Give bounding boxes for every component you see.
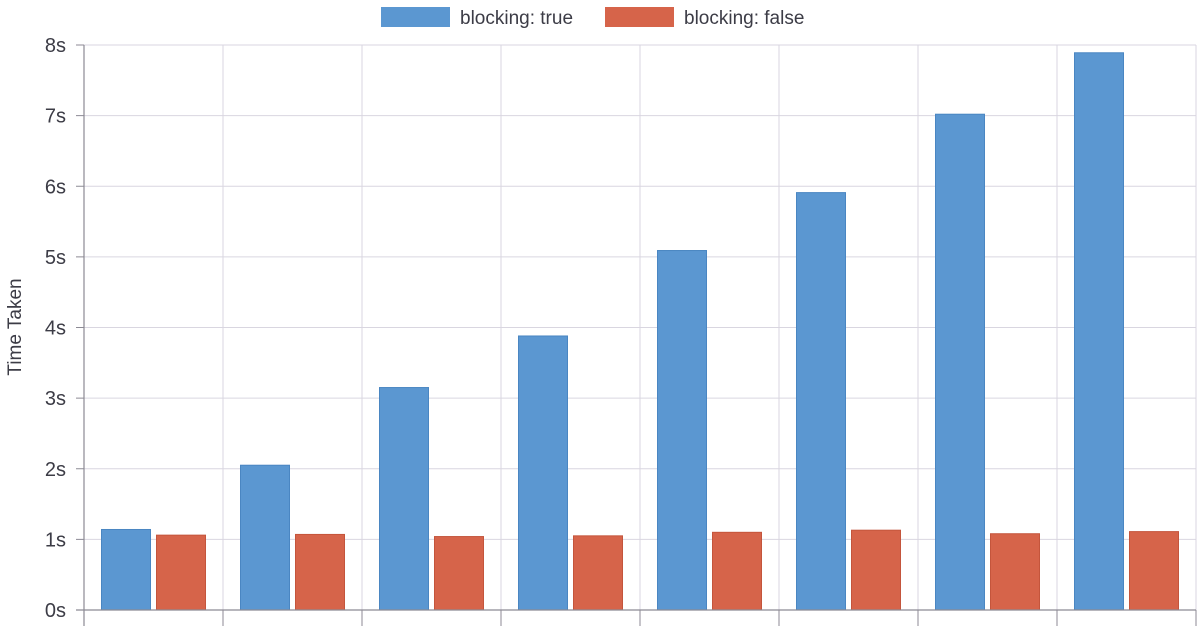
- bar-blocking-false[interactable]: [990, 533, 1040, 611]
- legend-item-blocking-true[interactable]: blocking: true: [381, 7, 573, 29]
- y-tick-label: 1s: [45, 529, 66, 551]
- bar-blocking-false[interactable]: [156, 534, 206, 611]
- bar-blocking-true[interactable]: [1074, 52, 1124, 611]
- grid: [84, 44, 1197, 610]
- legend-item-blocking-false[interactable]: blocking: false: [605, 7, 804, 29]
- axes: [76, 44, 1197, 626]
- legend[interactable]: blocking: true blocking: false: [381, 7, 804, 29]
- bar-blocking-false[interactable]: [712, 531, 762, 611]
- y-tick-label: 7s: [45, 106, 66, 128]
- legend-swatch: [605, 7, 674, 27]
- y-tick-label: 3s: [45, 388, 66, 410]
- y-tick-label: 8s: [45, 35, 66, 57]
- bar-blocking-true[interactable]: [935, 113, 985, 611]
- y-tick-label: 6s: [45, 176, 66, 198]
- y-tick-label: 2s: [45, 459, 66, 481]
- bar-blocking-false[interactable]: [1129, 531, 1179, 611]
- bar-blocking-true[interactable]: [657, 250, 707, 611]
- bar-blocking-false[interactable]: [295, 533, 345, 611]
- bar-blocking-true[interactable]: [796, 192, 846, 611]
- bar-blocking-false[interactable]: [851, 529, 901, 611]
- bar-blocking-false[interactable]: [573, 535, 623, 611]
- bar-blocking-true[interactable]: [101, 528, 151, 611]
- y-axis-title: Time Taken: [5, 278, 26, 375]
- bar-blocking-false[interactable]: [434, 536, 484, 611]
- y-tick-label: 5s: [45, 247, 66, 269]
- legend-label: blocking: true: [460, 8, 573, 29]
- y-tick-label: 0s: [45, 600, 66, 622]
- bar-blocking-true[interactable]: [379, 387, 429, 611]
- bars: [101, 52, 1179, 611]
- y-tick-labels: 0s 1s 2s 3s 4s 5s 6s 7s 8s: [45, 35, 66, 622]
- y-tick-label: 4s: [45, 318, 66, 340]
- bar-blocking-true[interactable]: [518, 335, 568, 611]
- bar-blocking-true[interactable]: [240, 464, 290, 611]
- legend-label: blocking: false: [684, 8, 804, 29]
- legend-swatch: [381, 7, 450, 27]
